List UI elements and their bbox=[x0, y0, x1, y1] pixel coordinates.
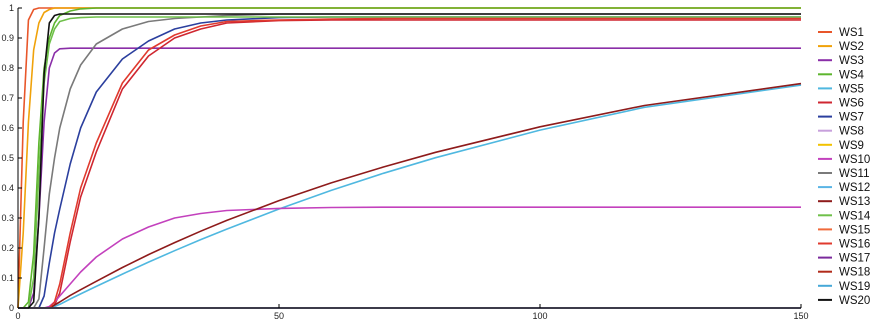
y-tick-label: 0.5 bbox=[1, 153, 14, 163]
legend-label: WS20 bbox=[839, 295, 870, 307]
series-line-ws4 bbox=[18, 7, 801, 309]
y-tick-label: 0.9 bbox=[1, 33, 14, 43]
y-tick-label: 0.6 bbox=[1, 123, 14, 133]
legend-label: WS12 bbox=[839, 182, 870, 194]
legend: WS1 WS2 WS3 WS4 WS5 WS6 WS7 WS8 WS9 WS10 WS11 WS12 W… bbox=[818, 27, 871, 307]
legend-label: WS8 bbox=[839, 126, 864, 138]
x-tick-label: 100 bbox=[532, 311, 547, 321]
legend-label: WS9 bbox=[839, 140, 864, 152]
legend-label: WS7 bbox=[839, 112, 864, 124]
y-tick-label: 0.3 bbox=[1, 213, 14, 223]
legend-label: WS4 bbox=[839, 69, 865, 81]
legend-label: WS15 bbox=[839, 224, 870, 236]
series-line-ws14 bbox=[18, 16, 801, 309]
x-tick-label: 150 bbox=[793, 311, 808, 321]
legend-label: WS17 bbox=[839, 253, 870, 265]
legend-label: WS13 bbox=[839, 196, 870, 208]
x-tick-label: 0 bbox=[15, 311, 20, 321]
y-tick-label: 0.7 bbox=[1, 93, 14, 103]
y-tick-label: 0.4 bbox=[1, 183, 14, 193]
legend-label: WS5 bbox=[839, 83, 864, 95]
series-line-ws20 bbox=[18, 13, 801, 309]
legend-label: WS1 bbox=[839, 27, 864, 39]
legend-label: WS11 bbox=[839, 168, 869, 180]
y-tick-label: 1 bbox=[9, 3, 14, 13]
plot-area bbox=[18, 8, 801, 308]
y-tick-label: 0 bbox=[9, 303, 14, 313]
y-tick-label: 0.8 bbox=[1, 63, 14, 73]
y-tick-label: 0.2 bbox=[1, 243, 14, 253]
legend-label: WS16 bbox=[839, 239, 870, 251]
legend-label: WS18 bbox=[839, 267, 870, 279]
legend-label: WS6 bbox=[839, 98, 864, 110]
legend-label: WS2 bbox=[839, 41, 864, 53]
legend-label: WS3 bbox=[839, 55, 864, 67]
x-tick-label: 50 bbox=[274, 311, 284, 321]
legend-label: WS10 bbox=[839, 154, 870, 166]
legend-label: WS19 bbox=[839, 281, 870, 293]
axes-layer: 0 50 100 150 0 0.1 0.2 0.3 0.4 0.5 0.6 0.7 0.8 0.9 1 bbox=[1, 3, 808, 321]
legend-label: WS14 bbox=[839, 210, 871, 222]
y-tick-label: 0.1 bbox=[1, 273, 14, 283]
